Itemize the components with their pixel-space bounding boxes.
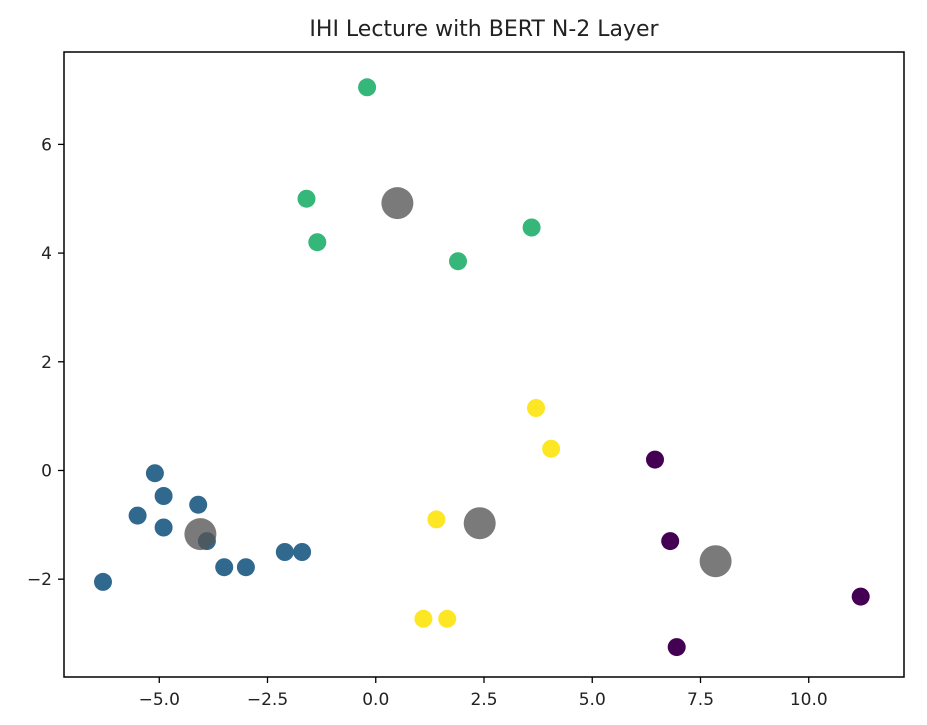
x-axis: −5.0 −2.5 0.0 2.5 5.0 7.5 10.0 (139, 677, 828, 710)
y-tick-label: 0 (41, 461, 52, 481)
data-point-cluster-1-10 (94, 572, 112, 591)
data-point-cluster-3-1 (661, 532, 680, 551)
data-point-cluster-1-9 (293, 543, 312, 561)
data-point-cluster-0-4 (522, 218, 541, 237)
y-tick-label: −2 (27, 570, 52, 590)
data-point-cluster-0-0 (358, 78, 377, 97)
data-point-cluster-1-6 (215, 558, 234, 577)
data-point-cluster-1-1 (154, 487, 173, 505)
centroid-point-3 (699, 545, 732, 578)
data-point-cluster-2-2 (427, 510, 446, 529)
x-tick-label: 5.0 (579, 690, 606, 710)
y-axis: −2 0 2 4 6 (27, 135, 64, 590)
data-point-cluster-3-2 (667, 638, 686, 657)
data-point-cluster-0-1 (297, 189, 316, 208)
x-tick-label: 2.5 (470, 690, 497, 710)
x-tick-label: −2.5 (247, 690, 288, 710)
centroid-points (184, 187, 732, 578)
data-point-cluster-1-4 (154, 518, 173, 537)
data-point-cluster-2-1 (542, 439, 561, 458)
centroid-point-2 (463, 507, 496, 540)
centroid-point-0 (381, 187, 414, 220)
chart-title: IHI Lecture with BERT N-2 Layer (309, 17, 659, 42)
scatter-points (94, 78, 870, 657)
data-point-cluster-2-4 (438, 609, 457, 628)
data-point-cluster-1-2 (189, 495, 208, 514)
x-tick-label: −5.0 (139, 690, 180, 710)
y-tick-label: 2 (41, 353, 52, 373)
data-point-cluster-2-3 (414, 609, 433, 628)
data-point-cluster-1-7 (236, 558, 255, 577)
centroid-point-1 (184, 518, 217, 551)
data-point-cluster-1-3 (128, 506, 147, 525)
data-point-cluster-1-0 (145, 464, 164, 483)
x-tick-label: 10.0 (790, 690, 828, 710)
data-point-cluster-0-2 (308, 233, 327, 252)
data-point-cluster-3-0 (646, 450, 664, 469)
data-point-cluster-1-8 (275, 543, 294, 561)
x-tick-label: 0.0 (362, 690, 389, 710)
data-point-cluster-0-3 (449, 252, 467, 271)
data-point-cluster-2-0 (527, 399, 545, 417)
y-tick-label: 4 (41, 244, 52, 264)
x-tick-label: 7.5 (687, 690, 714, 710)
y-tick-label: 6 (41, 135, 52, 155)
data-point-cluster-3-3 (851, 587, 870, 606)
